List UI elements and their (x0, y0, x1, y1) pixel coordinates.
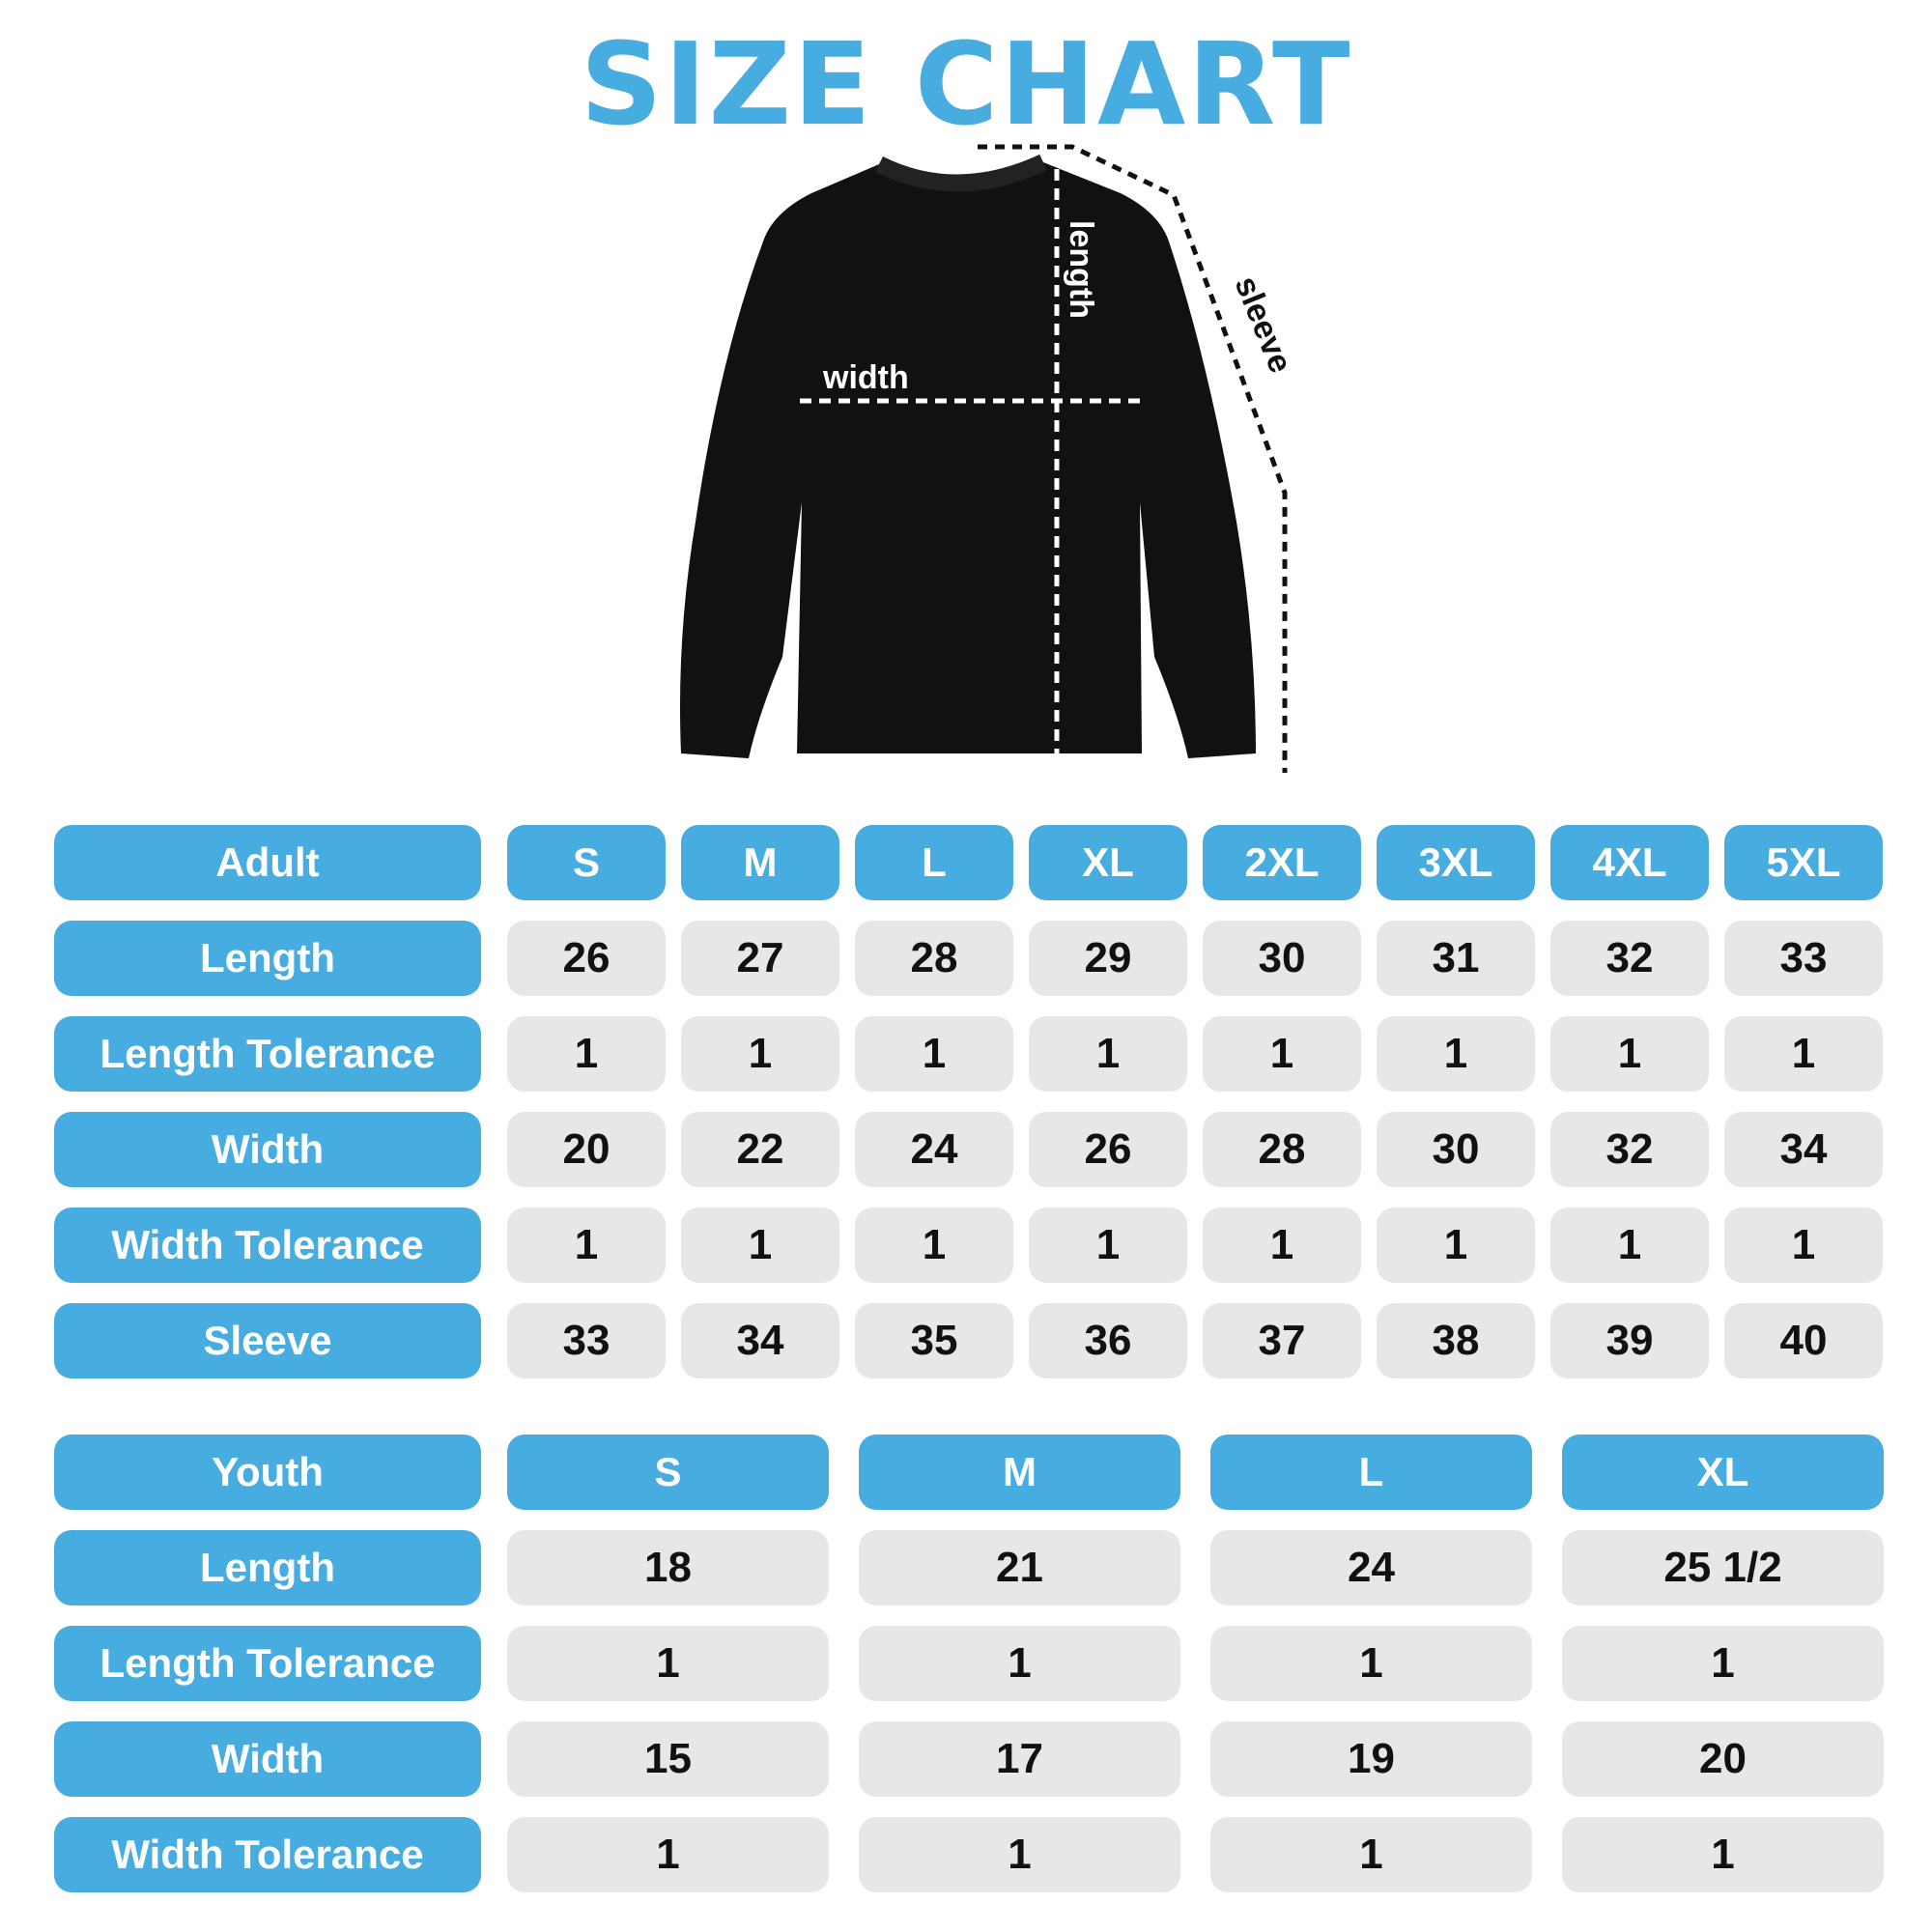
value-cell: 25 1/2 (1562, 1530, 1884, 1605)
row-label: Width (54, 1112, 481, 1187)
value-cell: 1 (1562, 1817, 1884, 1892)
value-cell: 1 (1029, 1208, 1187, 1283)
size-header-m: M (859, 1435, 1180, 1510)
value-cell: 24 (855, 1112, 1013, 1187)
value-cell: 30 (1203, 921, 1361, 996)
value-cell: 1 (1203, 1208, 1361, 1283)
value-cell: 26 (1029, 1112, 1187, 1187)
row-label: Length (54, 921, 481, 996)
value-cell: 17 (859, 1721, 1180, 1797)
row-label: Width (54, 1721, 481, 1797)
value-cell: 1 (1377, 1016, 1535, 1092)
value-cell: 1 (1724, 1016, 1883, 1092)
row-label: Length (54, 1530, 481, 1605)
size-header-3xl: 3XL (1377, 825, 1535, 900)
row-label: Width Tolerance (54, 1208, 481, 1283)
value-cell: 1 (1550, 1208, 1709, 1283)
value-cell: 1 (1210, 1817, 1532, 1892)
row-label: Width Tolerance (54, 1817, 481, 1892)
table-header-label: Adult (54, 825, 481, 900)
sweater-shape (680, 162, 1256, 758)
value-cell: 29 (1029, 921, 1187, 996)
row-label: Length Tolerance (54, 1016, 481, 1092)
page-title: SIZE CHART (580, 17, 1352, 151)
value-cell: 36 (1029, 1303, 1187, 1378)
size-header-4xl: 4XL (1550, 825, 1709, 900)
value-cell: 35 (855, 1303, 1013, 1378)
value-cell: 27 (681, 921, 839, 996)
size-header-m: M (681, 825, 839, 900)
size-header-l: L (1210, 1435, 1532, 1510)
value-cell: 1 (507, 1817, 829, 1892)
value-cell: 1 (1550, 1016, 1709, 1092)
value-cell: 1 (1203, 1016, 1361, 1092)
value-cell: 1 (1029, 1016, 1187, 1092)
value-cell: 34 (1724, 1112, 1883, 1187)
row-label: Sleeve (54, 1303, 481, 1378)
sweater-diagram: width length sleeve (680, 144, 1299, 773)
size-header-s: S (507, 825, 666, 900)
width-label: width (822, 359, 909, 396)
value-cell: 40 (1724, 1303, 1883, 1378)
value-cell: 24 (1210, 1530, 1532, 1605)
value-cell: 38 (1377, 1303, 1535, 1378)
size-header-2xl: 2XL (1203, 825, 1361, 900)
value-cell: 1 (507, 1016, 666, 1092)
size-header-s: S (507, 1435, 829, 1510)
value-cell: 19 (1210, 1721, 1532, 1797)
length-label: length (1063, 220, 1099, 319)
value-cell: 22 (681, 1112, 839, 1187)
value-cell: 1 (859, 1626, 1180, 1701)
value-cell: 33 (1724, 921, 1883, 996)
value-cell: 20 (1562, 1721, 1884, 1797)
value-cell: 34 (681, 1303, 839, 1378)
value-cell: 32 (1550, 921, 1709, 996)
row-label: Length Tolerance (54, 1626, 481, 1701)
value-cell: 18 (507, 1530, 829, 1605)
size-header-l: L (855, 825, 1013, 900)
value-cell: 1 (507, 1208, 666, 1283)
value-cell: 1 (855, 1016, 1013, 1092)
size-header-xl: XL (1029, 825, 1187, 900)
value-cell: 21 (859, 1530, 1180, 1605)
value-cell: 26 (507, 921, 666, 996)
value-cell: 30 (1377, 1112, 1535, 1187)
value-cell: 1 (681, 1208, 839, 1283)
value-cell: 1 (681, 1016, 839, 1092)
sweater-collar (874, 154, 1047, 192)
value-cell: 39 (1550, 1303, 1709, 1378)
size-header-5xl: 5XL (1724, 825, 1883, 900)
size-header-xl: XL (1562, 1435, 1884, 1510)
value-cell: 33 (507, 1303, 666, 1378)
value-cell: 32 (1550, 1112, 1709, 1187)
value-cell: 1 (1377, 1208, 1535, 1283)
value-cell: 28 (1203, 1112, 1361, 1187)
value-cell: 20 (507, 1112, 666, 1187)
value-cell: 1 (1724, 1208, 1883, 1283)
value-cell: 1 (1562, 1626, 1884, 1701)
value-cell: 31 (1377, 921, 1535, 996)
value-cell: 15 (507, 1721, 829, 1797)
value-cell: 1 (859, 1817, 1180, 1892)
value-cell: 28 (855, 921, 1013, 996)
sleeve-dash-line (978, 144, 1288, 773)
value-cell: 1 (855, 1208, 1013, 1283)
value-cell: 1 (1210, 1626, 1532, 1701)
value-cell: 37 (1203, 1303, 1361, 1378)
value-cell: 1 (507, 1626, 829, 1701)
table-header-label: Youth (54, 1435, 481, 1510)
